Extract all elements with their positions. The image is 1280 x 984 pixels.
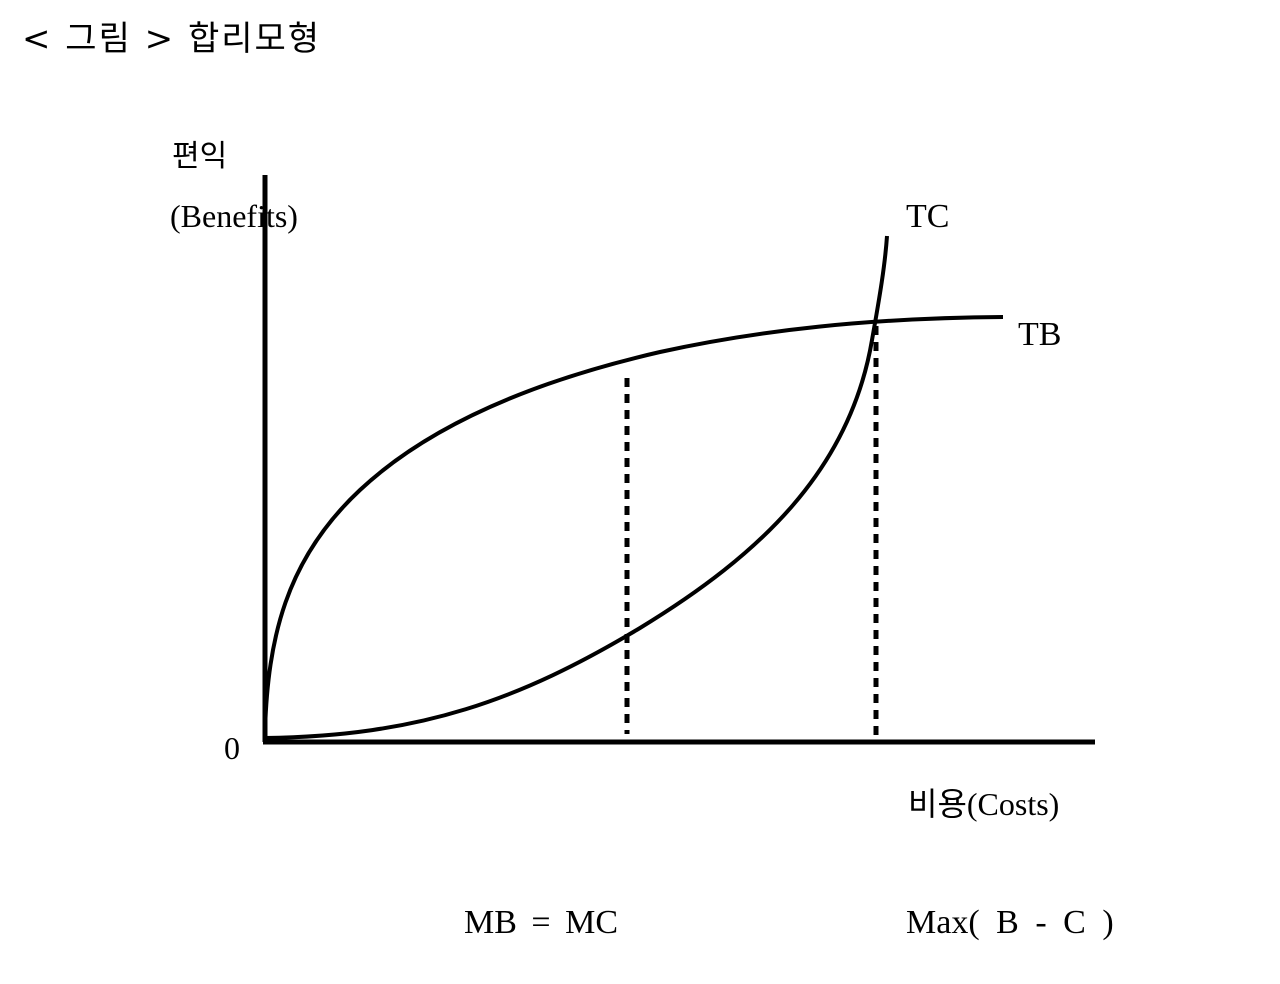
mb-mc-condition: MB = MC bbox=[464, 904, 618, 941]
tb-curve bbox=[263, 315, 1004, 731]
figure-title: < 그림 > 합리모형 bbox=[22, 19, 322, 59]
y-axis-label-english: (Benefits) bbox=[170, 198, 298, 234]
tc-curve bbox=[264, 235, 889, 740]
origin-label: 0 bbox=[224, 730, 240, 766]
tb-curve-label: TB bbox=[1018, 316, 1062, 353]
tc-curve-label: TC bbox=[906, 198, 950, 235]
x-axis-label: 비용(Costs) bbox=[908, 786, 1060, 822]
y-axis-label-korean: 편익 bbox=[172, 139, 228, 174]
max-net-benefit-condition: Max( B - C ) bbox=[906, 904, 1114, 941]
